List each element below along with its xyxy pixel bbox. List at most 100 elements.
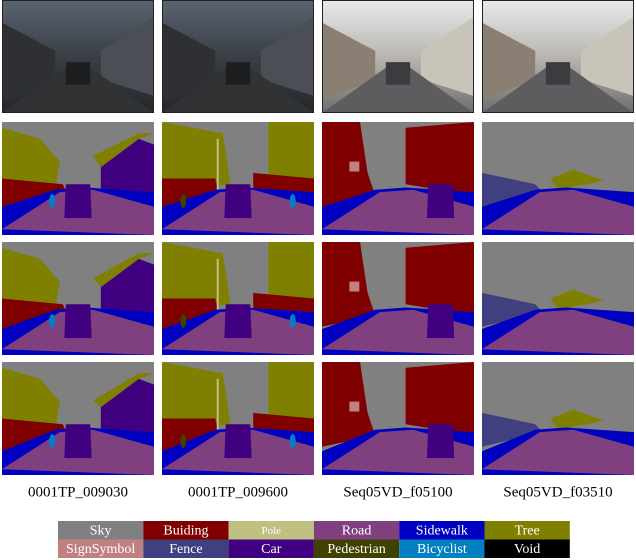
legend-label: Fence xyxy=(169,542,202,557)
photo-frame xyxy=(162,0,314,113)
photo-tile xyxy=(322,0,474,113)
legend-label: Sidewalk xyxy=(416,523,468,538)
seg-tree xyxy=(162,122,231,190)
segmentation-tile xyxy=(162,362,314,475)
photo-building xyxy=(580,16,634,96)
legend-swatch xyxy=(228,539,314,558)
legend-swatch xyxy=(484,521,570,540)
photo-car xyxy=(225,62,251,85)
photo-building xyxy=(482,22,536,102)
seg-pedestrian xyxy=(180,314,187,329)
seg-building xyxy=(405,362,474,436)
seg-tree xyxy=(162,242,231,310)
seg-building xyxy=(322,122,376,207)
seg-fence xyxy=(482,172,543,207)
seg-bicyclist xyxy=(289,434,296,449)
seg-car xyxy=(64,424,92,458)
seg-pole xyxy=(216,258,219,322)
segmentation-tile xyxy=(162,122,314,235)
segmentation-tile xyxy=(162,242,314,355)
legend-label: Sky xyxy=(90,523,112,538)
legend-label: Void xyxy=(514,542,540,557)
seg-building xyxy=(405,122,474,196)
photo-building xyxy=(420,16,474,96)
legend-label: Tree xyxy=(515,523,540,538)
legend-swatch xyxy=(58,539,144,558)
seg-road xyxy=(482,429,634,475)
column-label: 0001TP_009600 xyxy=(188,484,288,500)
seg-fence xyxy=(482,292,543,327)
photo-frame xyxy=(2,0,154,113)
seg-bicyclist xyxy=(289,194,296,209)
seg-car xyxy=(224,424,252,458)
photo-building xyxy=(100,16,154,96)
seg-fence xyxy=(482,412,543,447)
legend-label: Car xyxy=(261,542,282,557)
column-label: 0001TP_009030 xyxy=(28,484,128,500)
seg-tree xyxy=(2,247,60,316)
segmentation-tile xyxy=(322,362,474,475)
photo-building xyxy=(322,22,376,102)
legend-label: Buiding xyxy=(163,523,208,538)
photo-tile xyxy=(162,0,314,113)
seg-tree xyxy=(93,133,154,168)
photo-road xyxy=(162,67,314,113)
segmentation-tile xyxy=(322,122,474,235)
segmentation-tile xyxy=(322,242,474,355)
photo-car xyxy=(65,62,91,85)
seg-road xyxy=(482,189,634,235)
legend-swatch xyxy=(143,539,229,558)
seg-building xyxy=(405,242,474,316)
legend-swatch xyxy=(399,539,485,558)
legend-label: Pedestrian xyxy=(327,542,385,557)
legend-swatch xyxy=(484,539,570,558)
seg-bicyclist xyxy=(49,434,56,449)
seg-road xyxy=(482,309,634,355)
photo-frame xyxy=(322,0,474,113)
seg-tree xyxy=(550,169,604,190)
segmentation-tile xyxy=(2,122,154,235)
photo-tile xyxy=(2,0,154,113)
photo-road xyxy=(322,67,474,113)
seg-car xyxy=(64,184,92,218)
photo-road xyxy=(2,67,154,113)
legend-label: Road xyxy=(342,523,372,538)
column-label: Seq05VD_f03510 xyxy=(503,484,612,500)
seg-tree xyxy=(268,362,314,430)
column-label: Seq05VD_f05100 xyxy=(343,484,452,500)
seg-pole xyxy=(216,138,219,202)
legend-label: Pole xyxy=(261,525,281,537)
segmentation-tile xyxy=(482,122,634,235)
seg-sign xyxy=(349,161,360,172)
seg-tree xyxy=(93,373,154,408)
seg-sign xyxy=(349,281,360,292)
photo-building xyxy=(260,16,314,96)
segmentation-tile xyxy=(2,362,154,475)
seg-pedestrian xyxy=(180,434,187,449)
legend-swatch xyxy=(399,521,485,540)
legend-swatch xyxy=(228,521,314,540)
seg-car xyxy=(224,184,252,218)
seg-tree xyxy=(93,253,154,288)
seg-tree xyxy=(268,122,314,190)
photo-road xyxy=(482,67,634,113)
seg-tree xyxy=(550,409,604,430)
seg-car xyxy=(426,424,455,458)
seg-bicyclist xyxy=(49,314,56,329)
photo-car xyxy=(545,62,571,85)
seg-building xyxy=(322,242,376,327)
legend-swatch xyxy=(313,521,400,540)
seg-tree xyxy=(2,127,60,196)
photo-building xyxy=(2,22,56,102)
legend-swatch xyxy=(143,521,229,540)
seg-building xyxy=(322,362,376,447)
seg-tree xyxy=(162,362,231,430)
photo-building xyxy=(162,22,216,102)
seg-bicyclist xyxy=(49,194,56,209)
legend-swatch xyxy=(58,521,144,540)
segmentation-tile xyxy=(482,242,634,355)
seg-tree xyxy=(268,242,314,310)
seg-car xyxy=(426,304,455,338)
photo-tile xyxy=(482,0,634,113)
seg-car xyxy=(426,184,455,218)
